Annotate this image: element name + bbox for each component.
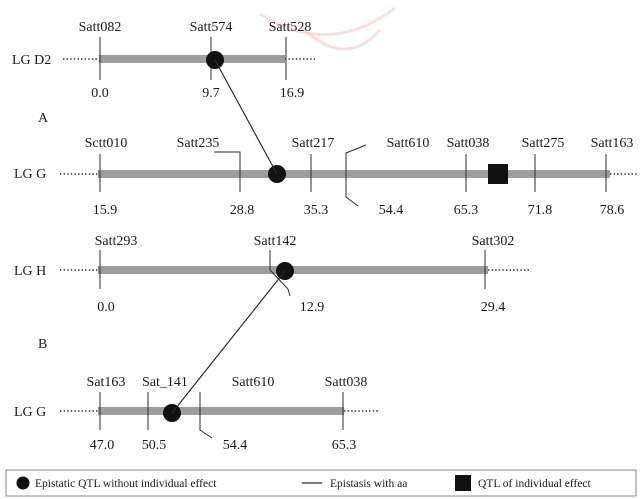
- lg-label: LG H: [14, 264, 46, 279]
- marker-name: Satt293: [95, 234, 138, 249]
- marker-position: 16.9: [280, 86, 305, 101]
- panel-label-b: B: [38, 337, 47, 352]
- marker-position: 78.6: [600, 203, 625, 218]
- marker-position: 65.3: [454, 203, 479, 218]
- marker-name: Satt217: [292, 136, 335, 151]
- lg-label: LG D2: [12, 53, 51, 68]
- individual-effect-qtl-marker: [488, 164, 508, 184]
- marker-position: 47.0: [90, 438, 115, 453]
- marker-position: 15.9: [93, 203, 118, 218]
- legend-aa-label: Epistasis with aa: [330, 478, 407, 490]
- marker-name: Satt163: [591, 136, 634, 151]
- marker-position: 28.8: [230, 203, 255, 218]
- individual-qtl-legend-icon: [455, 475, 471, 491]
- marker-name: Satt082: [79, 20, 122, 35]
- linkage-group-g-a: LG G Sctt010 15.9 Satt235 28.8 Satt217 3…: [14, 136, 638, 218]
- linkage-group-h: LG H Satt293 0.0 Satt142 12.9 Satt302 29…: [14, 234, 530, 315]
- marker-leader: [199, 392, 213, 439]
- panel-label-a: A: [38, 111, 49, 126]
- marker-name: Satt275: [522, 136, 565, 151]
- chromosome-bar: [99, 55, 285, 63]
- marker-name: Satt610: [387, 136, 430, 151]
- marker-position: 71.8: [528, 203, 553, 218]
- marker-position: 65.3: [332, 438, 357, 453]
- marker-name: Satt235: [177, 136, 220, 151]
- marker-leader: [345, 144, 367, 207]
- marker-position: 12.9: [300, 300, 325, 315]
- chromosome-bar: [98, 170, 610, 178]
- marker-position: 54.4: [223, 438, 248, 453]
- marker-name: Sat_141: [142, 375, 188, 390]
- lg-label: LG G: [14, 167, 46, 182]
- marker-position: 50.5: [142, 438, 167, 453]
- marker-position: 0.0: [91, 86, 109, 101]
- legend-epistatic-label: Epistatic QTL without individual effect: [35, 478, 217, 490]
- marker-name: Satt142: [254, 234, 297, 249]
- linkage-group-g-b: LG G Sat163 47.0 Sat_141 50.5 Satt610 54…: [14, 375, 378, 453]
- marker-name: Satt302: [472, 234, 515, 249]
- epistasis-link-b: [171, 270, 286, 414]
- marker-name: Satt038: [325, 375, 368, 390]
- marker-name: Satt528: [269, 20, 312, 35]
- watermark-swoosh: [259, 6, 396, 37]
- marker-leader: [214, 151, 241, 192]
- epistatic-qtl-legend-icon: [16, 476, 30, 490]
- epistasis-link-a: [214, 59, 278, 175]
- chromosome-bar: [98, 407, 344, 415]
- lg-label: LG G: [14, 405, 46, 420]
- legend: Epistatic QTL without individual effect …: [5, 469, 637, 497]
- marker-position: 9.7: [202, 86, 220, 101]
- linkage-group-d2: LG D2 Satt082 0.0 Satt574 9.7 Satt528 16…: [12, 20, 315, 101]
- marker-name: Satt038: [447, 136, 490, 151]
- marker-name: Satt610: [232, 375, 275, 390]
- marker-position: 0.0: [97, 300, 115, 315]
- legend-individual-label: QTL of individual effect: [478, 478, 592, 490]
- marker-name: Satt574: [190, 20, 233, 35]
- marker-position: 54.4: [379, 203, 404, 218]
- marker-position: 35.3: [304, 203, 329, 218]
- marker-name: Sctt010: [85, 136, 128, 151]
- marker-position: 29.4: [481, 300, 506, 315]
- watermark-swoosh-2: [298, 24, 382, 51]
- marker-name: Sat163: [87, 375, 126, 390]
